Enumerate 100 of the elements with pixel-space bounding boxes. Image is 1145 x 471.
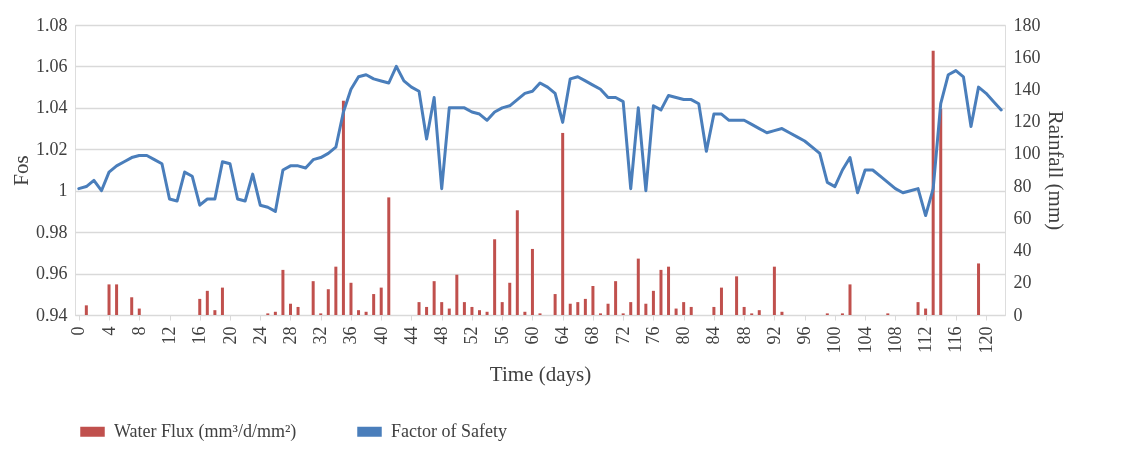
y2-tick-label: 160 <box>1013 46 1041 67</box>
bar <box>772 266 776 315</box>
x-tick-label: 8 <box>128 326 149 336</box>
bar <box>417 302 421 315</box>
y-tick-label: 1 <box>58 180 68 201</box>
bar <box>470 306 474 315</box>
x-tick-label: 20 <box>219 326 240 345</box>
bar <box>311 281 315 315</box>
bar <box>924 308 928 315</box>
bar <box>372 294 376 315</box>
x-tick-label: 76 <box>642 326 663 345</box>
x-tick-label: 44 <box>400 326 421 345</box>
bar <box>931 50 935 315</box>
y2-axis-title: Rainfall (mm) <box>1043 110 1068 231</box>
y2-tick-label: 80 <box>1013 175 1032 196</box>
bar <box>735 276 739 315</box>
y-tick-label: 1.02 <box>36 138 68 159</box>
x-tick-label: 28 <box>279 326 300 345</box>
x-tick-label: 48 <box>431 326 452 345</box>
legend-label: Water Flux (mm³/d/mm²) <box>114 420 297 442</box>
x-tick-label: 4 <box>98 326 119 336</box>
bar <box>916 302 920 315</box>
bar <box>651 290 655 315</box>
x-tick-label: 72 <box>612 326 633 345</box>
bar <box>568 303 572 315</box>
y-tick-label: 0.98 <box>36 221 68 242</box>
bar <box>674 308 678 315</box>
y2-tick-label: 60 <box>1013 207 1032 228</box>
bar <box>712 306 716 315</box>
bar <box>220 287 224 315</box>
x-tick-label: 52 <box>461 326 482 345</box>
y2-tick-label: 100 <box>1013 143 1041 164</box>
y2-tick-label: 180 <box>1013 14 1041 35</box>
bar <box>198 298 202 315</box>
y-tick-label: 1.06 <box>36 55 68 76</box>
x-tick-label: 40 <box>370 326 391 345</box>
x-tick-label: 36 <box>340 326 361 345</box>
bar <box>553 294 557 315</box>
x-tick-label: 112 <box>915 326 936 353</box>
bar <box>629 302 633 315</box>
bar <box>591 286 595 315</box>
x-tick-label: 116 <box>945 326 966 353</box>
bar <box>440 302 444 315</box>
x-tick-label: 12 <box>159 326 180 345</box>
x-axis-title: Time (days) <box>489 361 592 386</box>
y-tick-label: 1.08 <box>36 14 68 35</box>
x-tick-label: 24 <box>249 326 270 345</box>
x-tick-label: 64 <box>552 326 573 345</box>
bar <box>387 197 391 315</box>
bar <box>281 269 285 315</box>
bar <box>614 281 618 315</box>
bar <box>334 266 338 315</box>
x-tick-label: 56 <box>491 326 512 345</box>
bar <box>364 311 368 315</box>
bar <box>296 306 300 315</box>
x-tick-label: 0 <box>68 326 89 336</box>
x-tick-label: 104 <box>854 326 875 354</box>
bar <box>326 289 330 315</box>
bar <box>500 302 504 315</box>
bar <box>644 303 648 315</box>
y-axis-title: Fos <box>9 155 33 186</box>
bar <box>130 297 134 315</box>
bar <box>432 281 436 315</box>
bar <box>606 303 610 315</box>
bar <box>115 284 119 315</box>
bar <box>977 263 981 315</box>
bar <box>689 306 693 315</box>
bar <box>576 302 580 315</box>
x-tick-label: 88 <box>733 326 754 345</box>
bar <box>357 310 361 315</box>
bar <box>425 306 429 315</box>
y-tick-label: 0.94 <box>36 304 68 325</box>
y-tick-label: 1.04 <box>36 97 68 118</box>
bar <box>515 210 519 315</box>
bar <box>848 284 852 315</box>
bar <box>447 308 451 315</box>
bar <box>379 287 383 315</box>
bar <box>682 302 686 315</box>
bar <box>462 302 466 315</box>
bar <box>530 248 534 315</box>
bar <box>137 308 141 315</box>
bar <box>659 269 663 315</box>
bar <box>455 274 459 315</box>
y2-tick-label: 20 <box>1013 272 1032 293</box>
bar <box>288 303 292 315</box>
x-tick-label: 68 <box>582 326 603 345</box>
x-tick-label: 96 <box>794 326 815 345</box>
bar <box>84 305 88 315</box>
x-tick-label: 60 <box>521 326 542 345</box>
bar <box>478 310 482 315</box>
x-tick-label: 92 <box>763 326 784 345</box>
bar <box>561 132 565 315</box>
x-tick-label: 16 <box>189 326 210 345</box>
legend-label: Factor of Safety <box>391 420 507 441</box>
bar <box>719 287 723 315</box>
bar <box>273 311 277 315</box>
x-tick-label: 108 <box>884 326 905 354</box>
y2-tick-label: 120 <box>1013 111 1041 132</box>
bar <box>107 284 111 315</box>
x-tick-label: 84 <box>703 326 724 345</box>
